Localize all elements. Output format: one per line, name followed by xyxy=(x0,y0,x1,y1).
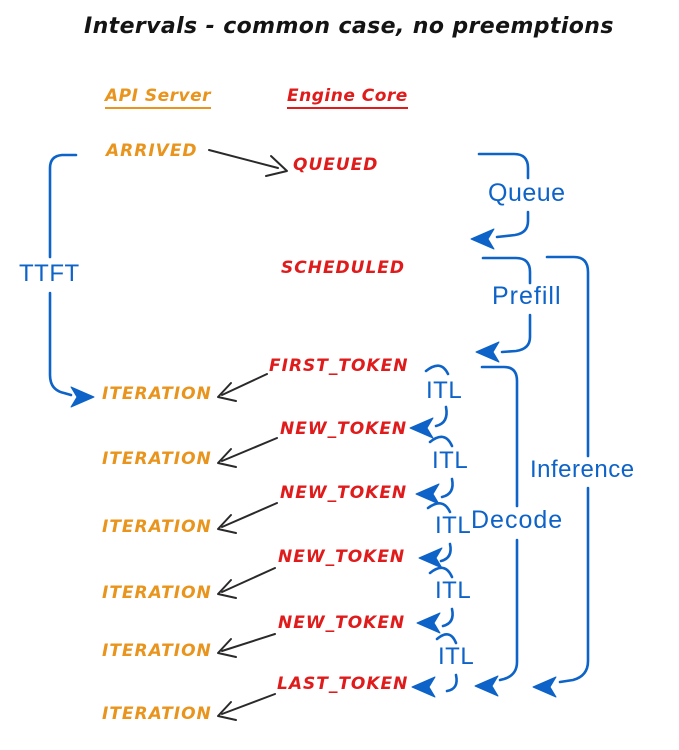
event-iteration-3: ITERATION xyxy=(102,517,212,537)
interval-label-decode: Decode xyxy=(471,506,564,534)
page-title: Intervals - common case, no preemptions xyxy=(84,14,614,39)
itl-bracket-4 xyxy=(416,566,454,634)
arrow-new-token-1-to-iteration xyxy=(217,437,278,468)
itl-arrowhead-icon xyxy=(415,483,440,505)
event-iteration-5: ITERATION xyxy=(102,641,212,661)
event-scheduled: SCHEDULED xyxy=(281,258,406,278)
event-last-token: LAST_TOKEN xyxy=(277,674,409,694)
event-new-token-3: NEW_TOKEN xyxy=(278,547,406,567)
event-new-token-4: NEW_TOKEN xyxy=(278,613,406,633)
event-arrived: ARRIVED xyxy=(106,141,198,161)
arrow-last-token-to-iteration xyxy=(217,693,276,721)
arrow-new-token-4-to-iteration xyxy=(217,633,276,658)
interval-label-ttft: TTFT xyxy=(19,260,80,287)
itl-arrowhead-icon xyxy=(416,612,441,634)
arrow-first-token-to-iteration xyxy=(217,373,268,402)
interval-label-itl-2: ITL xyxy=(432,447,469,474)
ttft-arrowhead-icon xyxy=(70,386,95,408)
arrow-arrived-to-queued xyxy=(208,149,288,177)
inference-arrowhead-icon xyxy=(532,676,557,698)
engine-core-header: Engine Core xyxy=(287,88,408,109)
decode-bracket xyxy=(474,365,519,697)
event-iteration-6: ITERATION xyxy=(102,704,212,724)
event-iteration-1: ITERATION xyxy=(102,384,212,404)
interval-label-itl-1: ITL xyxy=(426,377,463,404)
interval-label-itl-3: ITL xyxy=(435,512,472,539)
itl-bracket-3 xyxy=(418,502,452,569)
event-iteration-2: ITERATION xyxy=(102,449,212,469)
interval-label-prefill: Prefill xyxy=(492,282,562,310)
itl-arrowhead-icon xyxy=(418,547,443,569)
api-server-header: API Server xyxy=(105,88,212,109)
event-queued: QUEUED xyxy=(293,155,379,175)
itl-arrowhead-icon xyxy=(409,417,434,439)
arrow-new-token-2-to-iteration xyxy=(217,502,278,534)
event-iteration-4: ITERATION xyxy=(102,583,212,603)
event-first-token: FIRST_TOKEN xyxy=(269,356,409,376)
decode-arrowhead-icon xyxy=(474,675,499,697)
itl-bracket-5 xyxy=(411,633,458,698)
event-new-token-2: NEW_TOKEN xyxy=(280,483,408,503)
itl-arrowhead-icon xyxy=(411,676,436,698)
arrow-new-token-3-to-iteration xyxy=(217,567,276,599)
queue-arrowhead-icon xyxy=(470,228,495,250)
interval-label-itl-5: ITL xyxy=(438,643,475,670)
interval-label-inference: Inference xyxy=(530,456,635,483)
ttft-bracket xyxy=(48,153,95,408)
interval-label-queue: Queue xyxy=(488,179,566,207)
inference-bracket xyxy=(532,255,590,698)
queue-bracket xyxy=(470,152,530,250)
interval-label-itl-4: ITL xyxy=(435,577,472,604)
itl-bracket-1 xyxy=(409,364,450,439)
prefill-bracket xyxy=(475,256,532,363)
itl-bracket-2 xyxy=(415,435,454,505)
event-new-token-1: NEW_TOKEN xyxy=(280,419,408,439)
prefill-arrowhead-icon xyxy=(475,341,500,363)
